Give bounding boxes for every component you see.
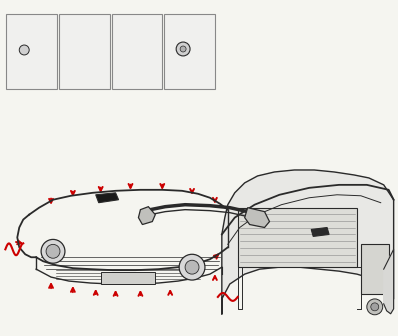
Circle shape: [180, 46, 186, 52]
FancyBboxPatch shape: [111, 14, 162, 89]
Circle shape: [46, 244, 60, 258]
Polygon shape: [384, 249, 394, 314]
Circle shape: [367, 299, 383, 315]
Circle shape: [371, 303, 379, 311]
FancyBboxPatch shape: [101, 272, 155, 284]
Circle shape: [19, 45, 29, 55]
Circle shape: [176, 42, 190, 56]
FancyBboxPatch shape: [238, 208, 357, 267]
FancyBboxPatch shape: [164, 14, 215, 89]
FancyBboxPatch shape: [59, 14, 109, 89]
Circle shape: [185, 260, 199, 274]
Circle shape: [41, 240, 65, 263]
Polygon shape: [311, 227, 329, 237]
Polygon shape: [96, 193, 119, 203]
Circle shape: [179, 254, 205, 280]
Polygon shape: [222, 170, 394, 314]
FancyBboxPatch shape: [361, 244, 389, 294]
Polygon shape: [139, 207, 155, 224]
Polygon shape: [245, 208, 269, 227]
FancyBboxPatch shape: [6, 14, 57, 89]
